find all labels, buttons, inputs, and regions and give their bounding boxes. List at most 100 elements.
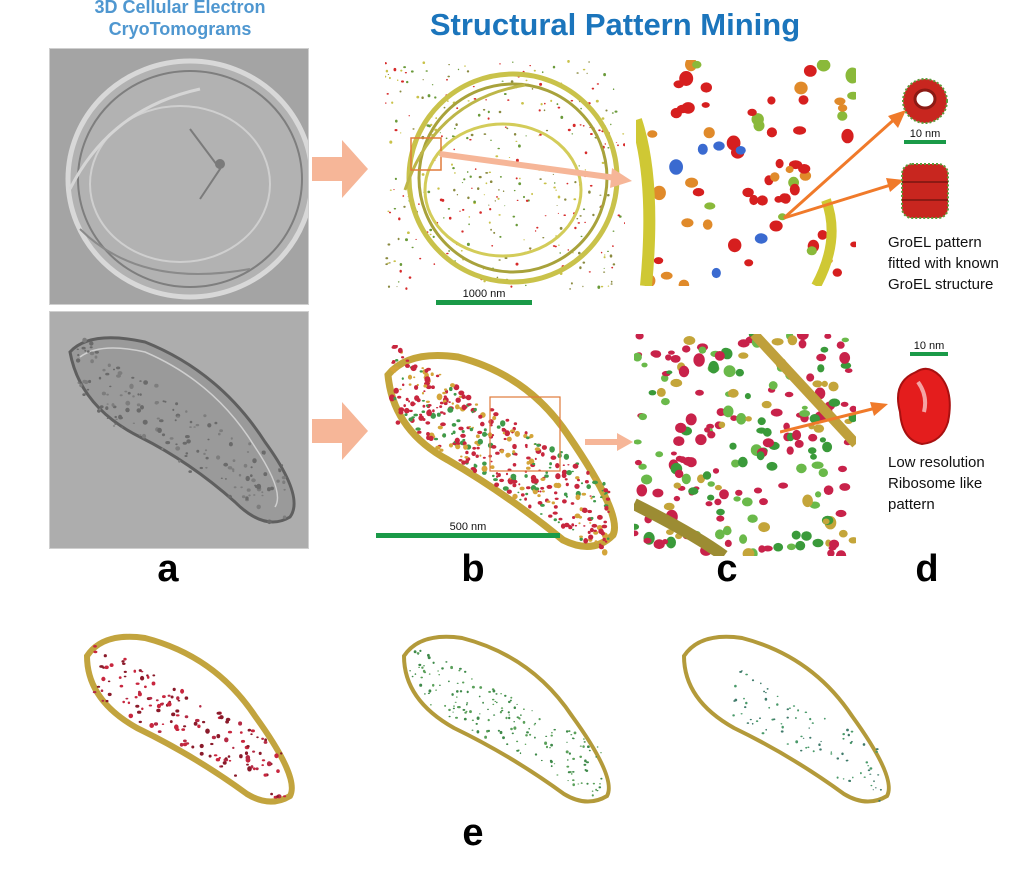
particle: [555, 189, 557, 191]
particle: [474, 168, 477, 170]
particle: [419, 370, 423, 373]
particle: [175, 443, 178, 446]
particle: [471, 685, 475, 689]
particle: [422, 79, 424, 81]
particle: [879, 788, 882, 791]
particle: [263, 740, 268, 744]
particle: [248, 494, 251, 497]
particle: [261, 737, 264, 740]
particle: [252, 458, 257, 464]
particle: [203, 452, 206, 455]
particle: [521, 102, 524, 105]
particle: [93, 650, 98, 654]
particle: [425, 421, 431, 425]
particle: [745, 416, 752, 422]
particle: [473, 463, 477, 466]
particle: [138, 690, 141, 694]
particle: [764, 697, 768, 701]
particle: [458, 426, 464, 431]
particle: [795, 740, 799, 744]
particle: [551, 731, 553, 734]
particle: [733, 700, 736, 702]
particle: [805, 746, 808, 749]
particle: [482, 461, 487, 466]
class-map-green-2-svg: [681, 634, 891, 804]
particle: [474, 403, 479, 406]
particle: [578, 522, 581, 525]
particle: [592, 782, 595, 785]
particle: [135, 704, 140, 708]
particle: [454, 172, 456, 174]
particle: [210, 742, 214, 746]
particle: [678, 365, 690, 378]
particle: [427, 653, 430, 657]
particle: [553, 728, 556, 731]
particle: [446, 252, 449, 255]
particle: [438, 674, 440, 676]
particle: [560, 523, 566, 529]
particle: [751, 722, 754, 725]
particle: [499, 711, 502, 714]
particle: [204, 449, 208, 452]
particle: [519, 498, 522, 501]
particle: [408, 383, 412, 386]
particle: [274, 753, 279, 759]
particle: [563, 453, 570, 460]
particle: [125, 697, 129, 700]
particle: [817, 364, 825, 373]
particle: [722, 526, 732, 536]
particle: [513, 133, 517, 136]
particle: [488, 690, 491, 693]
particle: [387, 285, 391, 288]
particle: [410, 70, 414, 73]
particle: [447, 100, 449, 102]
particle: [479, 713, 481, 715]
particle: [459, 667, 462, 670]
particle: [421, 391, 425, 395]
particle: [499, 235, 502, 238]
particle: [670, 451, 677, 456]
particle: [508, 716, 511, 720]
particle: [545, 735, 548, 737]
particle: [393, 260, 396, 263]
particle: [109, 385, 112, 388]
particle: [416, 95, 420, 99]
particle: [526, 731, 529, 734]
particle: [526, 466, 531, 470]
particle: [692, 60, 702, 69]
particle: [189, 426, 192, 428]
particle: [582, 68, 586, 71]
particle: [239, 731, 243, 734]
particle: [757, 417, 766, 426]
particle: [223, 462, 229, 467]
particle: [556, 103, 559, 106]
particle: [756, 427, 767, 434]
particle: [261, 494, 264, 497]
particle: [263, 773, 268, 777]
particle: [215, 758, 221, 762]
particle: [611, 112, 614, 114]
particle: [102, 368, 106, 372]
particle: [492, 703, 495, 706]
pattern-map-bottom: [378, 345, 623, 565]
particle: [528, 727, 530, 730]
particle: [89, 346, 93, 349]
particle: [723, 405, 734, 418]
particle: [539, 82, 543, 86]
particle: [809, 414, 820, 424]
particle: [391, 360, 396, 364]
particle: [832, 268, 842, 277]
particle: [496, 425, 501, 429]
particle: [388, 211, 392, 214]
particle: [502, 486, 509, 491]
particle: [582, 745, 585, 748]
particle: [199, 466, 203, 470]
particle: [141, 433, 147, 439]
particle: [519, 752, 522, 755]
particle: [124, 390, 128, 393]
particle: [162, 400, 165, 403]
particle: [407, 231, 410, 234]
particle: [779, 193, 790, 204]
big-arrow-bottom: [312, 402, 368, 460]
particle: [202, 720, 206, 724]
